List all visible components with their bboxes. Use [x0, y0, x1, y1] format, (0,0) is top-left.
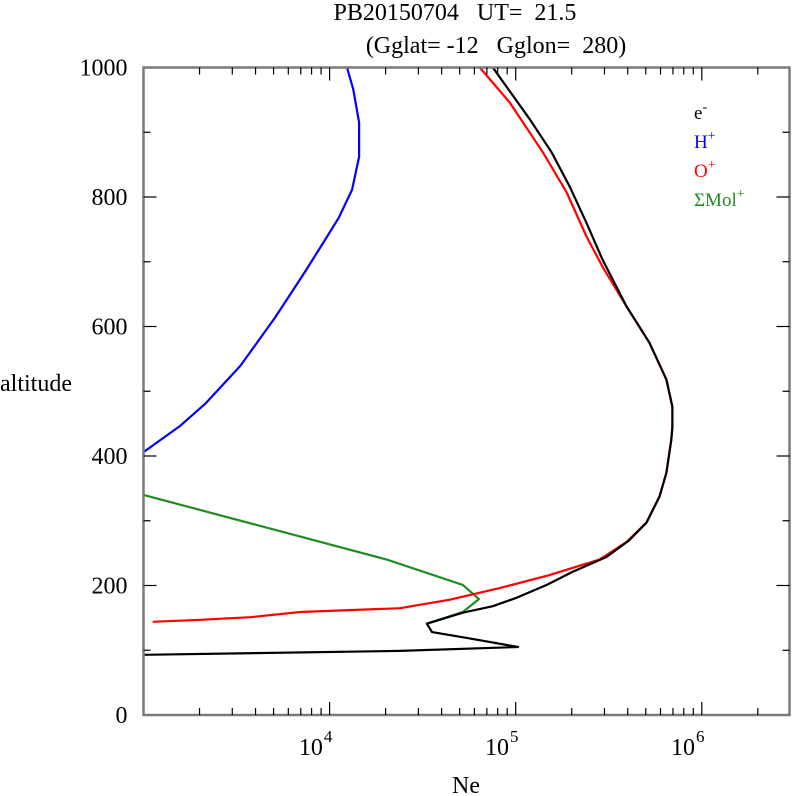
series-lines	[142, 66, 674, 656]
y-tick-label: 600	[92, 315, 128, 341]
legend: e- H+ O+ ΣMol+	[694, 100, 745, 211]
chart-title-line1: PB20150704 UT= 21.5	[334, 0, 577, 26]
y-tick-label: 800	[92, 185, 128, 211]
y-tick-label: 1000	[80, 56, 128, 82]
y-tick-labels: 0 200 400 600 800 1000	[80, 56, 128, 730]
legend-item: O+	[694, 158, 716, 182]
series-line-h	[142, 67, 361, 453]
y-tick-label: 0	[116, 703, 128, 729]
legend-item: ΣMol+	[694, 187, 745, 211]
chart-title-line2: (Gglat= -12 Gglon= 280)	[366, 33, 626, 59]
series-line-o	[152, 66, 674, 623]
x-tick-label: 104	[299, 727, 333, 761]
legend-item: H+	[694, 129, 716, 153]
axis-ticks	[143, 67, 790, 715]
series-line-e	[143, 66, 674, 656]
x-tick-label: 106	[671, 727, 705, 761]
x-tick-label: 105	[485, 727, 519, 761]
x-tick-labels: 104 105 106	[299, 727, 705, 761]
legend-item: e-	[694, 100, 707, 124]
y-tick-label: 400	[92, 444, 128, 470]
x-axis-label: Ne	[452, 773, 480, 796]
y-axis-label: altitude	[0, 371, 72, 397]
y-tick-label: 200	[92, 574, 128, 600]
